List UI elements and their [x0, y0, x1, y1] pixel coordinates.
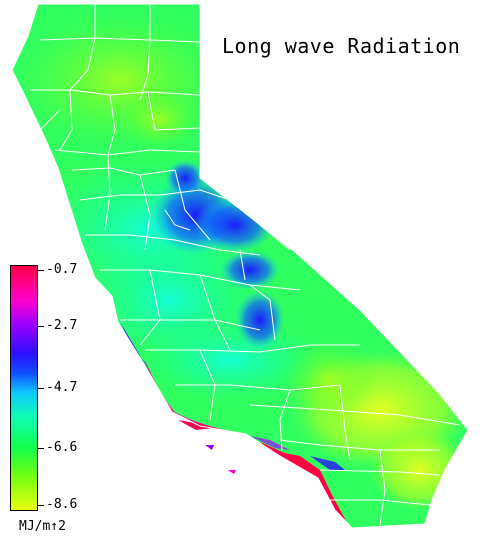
legend-tick-label: -6.6: [46, 440, 78, 455]
legend-tick-label: -4.7: [46, 380, 78, 395]
legend-tick-label: -0.7: [46, 262, 78, 277]
county-boundaries: [30, 4, 461, 526]
legend-tick-label: -8.6: [46, 497, 78, 512]
map-title: Long wave Radiation: [222, 34, 461, 58]
legend-tick-label: -2.7: [46, 318, 78, 333]
legend-tick: [38, 448, 44, 449]
legend-tick: [38, 326, 44, 327]
legend-tick: [38, 388, 44, 389]
legend-tick: [38, 505, 44, 506]
legend-tick: [38, 270, 44, 271]
legend-unit: MJ/m↑2: [19, 519, 66, 534]
channel-islands: [178, 420, 236, 474]
legend-colorbar: [10, 265, 38, 511]
